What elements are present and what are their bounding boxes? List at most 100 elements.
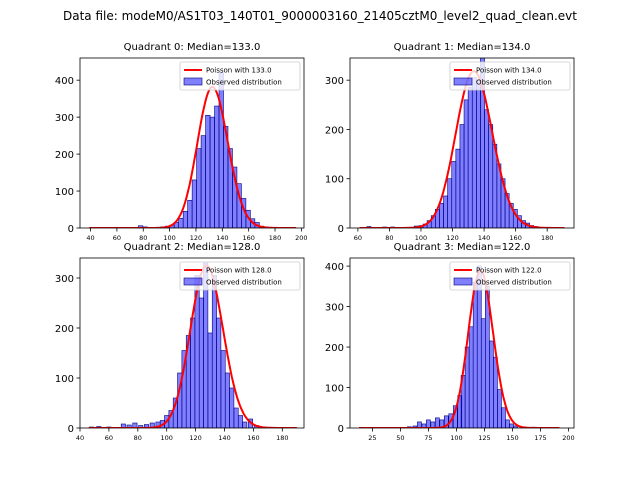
legend-patch-swatch bbox=[453, 77, 473, 86]
axes-frame bbox=[79, 257, 305, 429]
x-tick-label: 25 bbox=[368, 434, 376, 442]
legend-box bbox=[179, 61, 301, 91]
x-tick-label: 50 bbox=[396, 434, 404, 442]
x-tick-label: 160 bbox=[247, 434, 259, 442]
y-tick-label: 300 bbox=[325, 303, 344, 314]
subplot-title: Quadrant 2: Median=128.0 bbox=[124, 242, 261, 253]
legend-label: Observed distribution bbox=[476, 79, 552, 87]
legend-box bbox=[179, 261, 301, 291]
legend-label: Observed distribution bbox=[206, 79, 282, 87]
histogram-bar bbox=[447, 178, 453, 228]
y-tick-label: 100 bbox=[55, 374, 74, 385]
histogram-bar bbox=[480, 318, 486, 428]
histogram-bar bbox=[412, 425, 418, 428]
x-tick-label: 175 bbox=[534, 434, 546, 442]
histogram-bar bbox=[233, 407, 239, 428]
y-tick-label: 300 bbox=[325, 76, 344, 87]
histogram-bar bbox=[220, 350, 226, 428]
histogram-bar bbox=[472, 281, 478, 428]
histogram-bar bbox=[509, 423, 514, 428]
y-tick-label: 0 bbox=[338, 424, 344, 435]
histogram-bar bbox=[426, 419, 431, 428]
histogram-bar bbox=[209, 116, 215, 228]
histogram-bar bbox=[182, 211, 188, 228]
x-tick-label: 60 bbox=[113, 234, 121, 242]
histogram-bar bbox=[198, 297, 204, 428]
histogram-bar bbox=[489, 340, 494, 428]
poisson-curve bbox=[88, 264, 297, 428]
histogram-bar bbox=[444, 415, 449, 428]
x-tick-label: 125 bbox=[478, 434, 490, 442]
histogram-bar bbox=[513, 425, 518, 428]
histogram-bar bbox=[200, 135, 206, 228]
legend: Poisson with 122.0 Observed distribution bbox=[449, 261, 571, 291]
x-tick-label: 80 bbox=[134, 434, 142, 442]
axes-frame bbox=[349, 257, 575, 429]
legend-label: Poisson with 133.0 bbox=[206, 67, 272, 75]
histogram-bar bbox=[463, 99, 469, 228]
x-tick-label: 180 bbox=[269, 234, 281, 242]
legend-label: Poisson with 122.0 bbox=[476, 267, 542, 275]
legend-label: Observed distribution bbox=[206, 279, 282, 287]
plot-area bbox=[89, 72, 297, 228]
histogram-bar bbox=[205, 114, 211, 228]
histogram-bar bbox=[120, 423, 126, 428]
histogram-bar bbox=[190, 317, 196, 428]
y-tick-label: 400 bbox=[55, 76, 74, 87]
legend: Poisson with 133.0 Observed distribution bbox=[179, 61, 301, 91]
histogram-bar bbox=[242, 421, 248, 428]
axes-frame bbox=[349, 57, 575, 229]
x-tick-label: 160 bbox=[509, 234, 521, 242]
histogram-bar bbox=[218, 72, 224, 228]
histogram-bar bbox=[467, 87, 473, 228]
histogram-bar bbox=[196, 148, 202, 228]
histogram-bar bbox=[459, 124, 465, 228]
legend-patch-swatch bbox=[183, 277, 203, 286]
x-tick-label: 80 bbox=[139, 234, 147, 242]
x-tick-label: 120 bbox=[189, 434, 201, 442]
histogram-bar bbox=[207, 332, 213, 428]
x-tick-label: 60 bbox=[354, 234, 362, 242]
histogram-bar bbox=[476, 79, 481, 228]
histogram-bar bbox=[237, 415, 243, 428]
subplot-quadrant-0: Quadrant 0: Median=133.0 40 60 80 100 120 140… bbox=[55, 42, 308, 242]
subplot-title: Quadrant 3: Median=122.0 bbox=[394, 242, 531, 253]
legend-box bbox=[449, 261, 571, 291]
x-tick-label: 140 bbox=[478, 234, 490, 242]
histogram-bar bbox=[421, 423, 427, 428]
histogram-bar bbox=[214, 105, 220, 228]
histogram-bar bbox=[497, 389, 502, 428]
histogram-bar bbox=[484, 109, 489, 228]
histogram-bar bbox=[471, 77, 477, 228]
x-tick-label: 150 bbox=[506, 434, 518, 442]
histogram-bar bbox=[216, 317, 222, 428]
x-tick-label: 160 bbox=[242, 234, 254, 242]
x-tick-label: 200 bbox=[295, 234, 307, 242]
x-tick-label: 100 bbox=[415, 234, 427, 242]
x-tick-label: 120 bbox=[446, 234, 458, 242]
y-tick-label: 200 bbox=[325, 343, 344, 354]
x-tick-label: 120 bbox=[190, 234, 202, 242]
poisson-curve bbox=[89, 86, 297, 228]
subplot-quadrant-1: Quadrant 1: Median=134.0 60 80 100 120 140 16… bbox=[325, 42, 575, 242]
y-tick-label: 100 bbox=[325, 175, 344, 186]
histogram-bar bbox=[224, 372, 230, 428]
legend-label: Poisson with 134.0 bbox=[476, 67, 542, 75]
histogram-bar bbox=[505, 419, 510, 428]
histogram-bar bbox=[144, 424, 149, 428]
subplot-quadrant-3: Quadrant 3: Median=122.0 25 50 75 100 125 150… bbox=[325, 242, 575, 442]
y-tick-label: 0 bbox=[338, 224, 344, 235]
y-tick-label: 100 bbox=[55, 187, 74, 198]
x-tick-label: 200 bbox=[562, 434, 574, 442]
histogram-bar bbox=[132, 422, 138, 428]
y-tick-label: 300 bbox=[55, 113, 74, 124]
histogram-bar bbox=[178, 218, 184, 228]
x-tick-label: 75 bbox=[424, 434, 432, 442]
x-tick-label: 40 bbox=[76, 434, 84, 442]
x-tick-label: 60 bbox=[105, 434, 113, 442]
figure-suptitle: Data file: modeM0/AS1T03_140T01_90000031… bbox=[63, 9, 577, 23]
legend-label: Poisson with 128.0 bbox=[206, 267, 272, 275]
legend-patch-swatch bbox=[183, 77, 203, 86]
y-tick-label: 0 bbox=[68, 424, 74, 435]
